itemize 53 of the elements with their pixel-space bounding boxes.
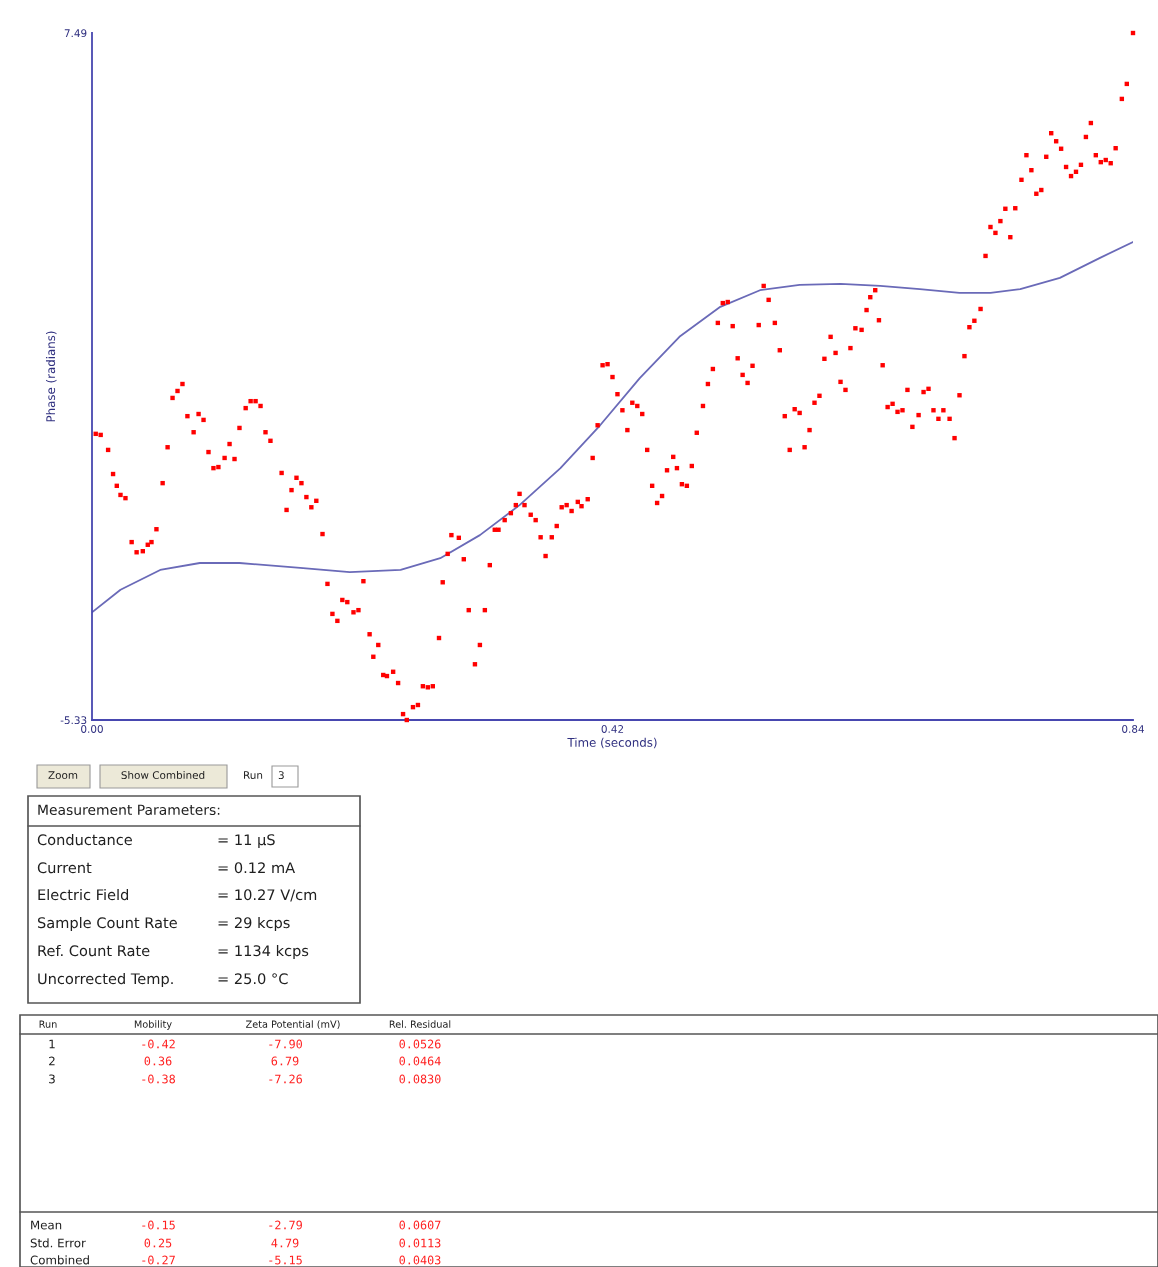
text: 0.0113	[399, 1238, 441, 1248]
text: Zoom	[48, 771, 78, 780]
text: 0.0830	[399, 1074, 441, 1084]
text: -0.38	[142, 1074, 176, 1084]
text: 0.36	[144, 1056, 172, 1066]
y-tick-label: -5.33	[60, 716, 87, 725]
text: 1	[49, 1039, 55, 1049]
text: 2	[49, 1056, 55, 1066]
text: 0.0526	[399, 1039, 441, 1049]
text: Electric Field	[38, 888, 129, 901]
text: = 1134 kcps	[218, 944, 309, 960]
text: -0.15	[142, 1220, 175, 1230]
text: Conductance	[37, 833, 132, 846]
text: Std. Error	[30, 1238, 86, 1248]
text: Show Combined	[121, 770, 205, 780]
text: -0.42	[142, 1039, 175, 1049]
y-tick-label: 7.49	[64, 29, 87, 38]
text: -7.26	[269, 1074, 302, 1084]
text: = 0.12 mA	[218, 862, 296, 874]
text: -2.79	[269, 1220, 302, 1230]
text: Measurement Parameters:	[38, 804, 220, 816]
text: Combined	[30, 1255, 89, 1265]
x-tick-label: 0.42	[601, 725, 624, 733]
text: Zeta Potential (mV)	[246, 1020, 340, 1029]
y-axis-title: Phase (radians)	[45, 331, 57, 422]
text: 4.79	[271, 1238, 299, 1248]
text: = 29 kcps	[218, 916, 290, 932]
text: Mean	[31, 1220, 62, 1230]
text: Sample Count Rate	[37, 916, 177, 932]
x-axis-title: Time (seconds)	[567, 737, 657, 749]
text: 0.0464	[399, 1056, 441, 1066]
x-tick-label: 0.84	[1122, 725, 1145, 733]
text: -7.90	[269, 1039, 302, 1049]
text: Rel. Residual	[389, 1020, 451, 1028]
line-series	[92, 241, 1133, 614]
text: -0.27	[142, 1255, 175, 1265]
x-tick-label: 0.00	[81, 725, 103, 733]
text: Run	[39, 1020, 57, 1028]
text: Run	[244, 771, 263, 780]
text: = 25.0 °C	[218, 973, 288, 985]
text: Ref. Count Rate	[38, 944, 150, 957]
text: Mobility	[134, 1020, 172, 1030]
text: 0.25	[144, 1238, 172, 1248]
text: = 10.27 V/cm	[218, 889, 317, 902]
text: 0.0607	[399, 1220, 441, 1230]
text: -5.15	[269, 1255, 302, 1265]
text: 0.0403	[399, 1255, 441, 1265]
text: = 11 µS	[218, 834, 275, 849]
text: 3	[278, 771, 284, 780]
text: Current	[37, 862, 92, 874]
text: Uncorrected Temp.	[38, 972, 173, 988]
text: 6.79	[271, 1056, 299, 1066]
text: 3	[49, 1074, 55, 1084]
